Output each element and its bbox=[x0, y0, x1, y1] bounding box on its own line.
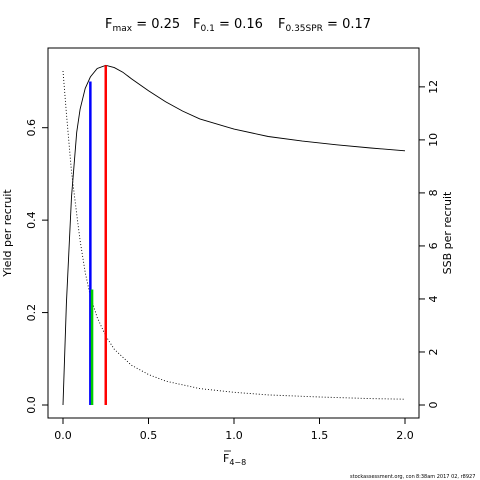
x-axis-title-text: F4−8 bbox=[223, 452, 246, 467]
x-axis-title: F4−8 bbox=[223, 450, 246, 467]
footer-right: 8:38am 2017 02, r8927 bbox=[416, 474, 475, 480]
y-left-tick-label: 0.4 bbox=[25, 211, 38, 229]
ssb-per-recruit-line bbox=[62, 70, 406, 400]
y-right-tick-label: 6 bbox=[427, 242, 440, 249]
series-layer bbox=[62, 64, 406, 406]
x-tick-label: 0.5 bbox=[140, 429, 158, 442]
y-left-tick-label: 0.2 bbox=[25, 304, 38, 322]
y-right-title: SSB per recruit bbox=[441, 191, 454, 274]
fspr-label: F0.35SPR = 0.17 bbox=[278, 17, 371, 34]
y-right-tick-label: 10 bbox=[427, 133, 440, 147]
y-right-tick-label: 0 bbox=[427, 402, 440, 409]
y-left-tick-label: 0.6 bbox=[25, 119, 38, 136]
y-right-tick-label: 4 bbox=[427, 295, 440, 302]
x-tick-label: 2.0 bbox=[396, 429, 414, 442]
chart-header: Fmax = 0.25 F0.1 = 0.16 F0.35SPR = 0.17 bbox=[105, 17, 371, 34]
y-right-tick-label: 2 bbox=[427, 348, 440, 355]
y-right-tick-label: 12 bbox=[427, 80, 440, 94]
footer-left: stockassessment.org, con bbox=[350, 474, 415, 480]
y-left-tick-label: 0.0 bbox=[25, 396, 38, 414]
x-tick-label: 1.0 bbox=[225, 429, 243, 442]
f01-label: F0.1 = 0.16 bbox=[193, 17, 263, 34]
axes: 0.0 0.5 1.0 1.5 2.0 0.0 0.2 0.4 0.6 0 2 4 6 8 10 12 bbox=[25, 80, 440, 442]
plot-frame bbox=[47, 47, 420, 419]
y-right-tick-label: 8 bbox=[427, 189, 440, 196]
reference-lines bbox=[89, 65, 107, 405]
y-left-title: Yield per recruit bbox=[1, 189, 14, 278]
fmax-label: Fmax = 0.25 bbox=[105, 17, 180, 34]
yield-per-recruit-line bbox=[62, 64, 406, 406]
x-tick-label: 0.0 bbox=[54, 429, 72, 442]
x-tick-label: 1.5 bbox=[311, 429, 329, 442]
